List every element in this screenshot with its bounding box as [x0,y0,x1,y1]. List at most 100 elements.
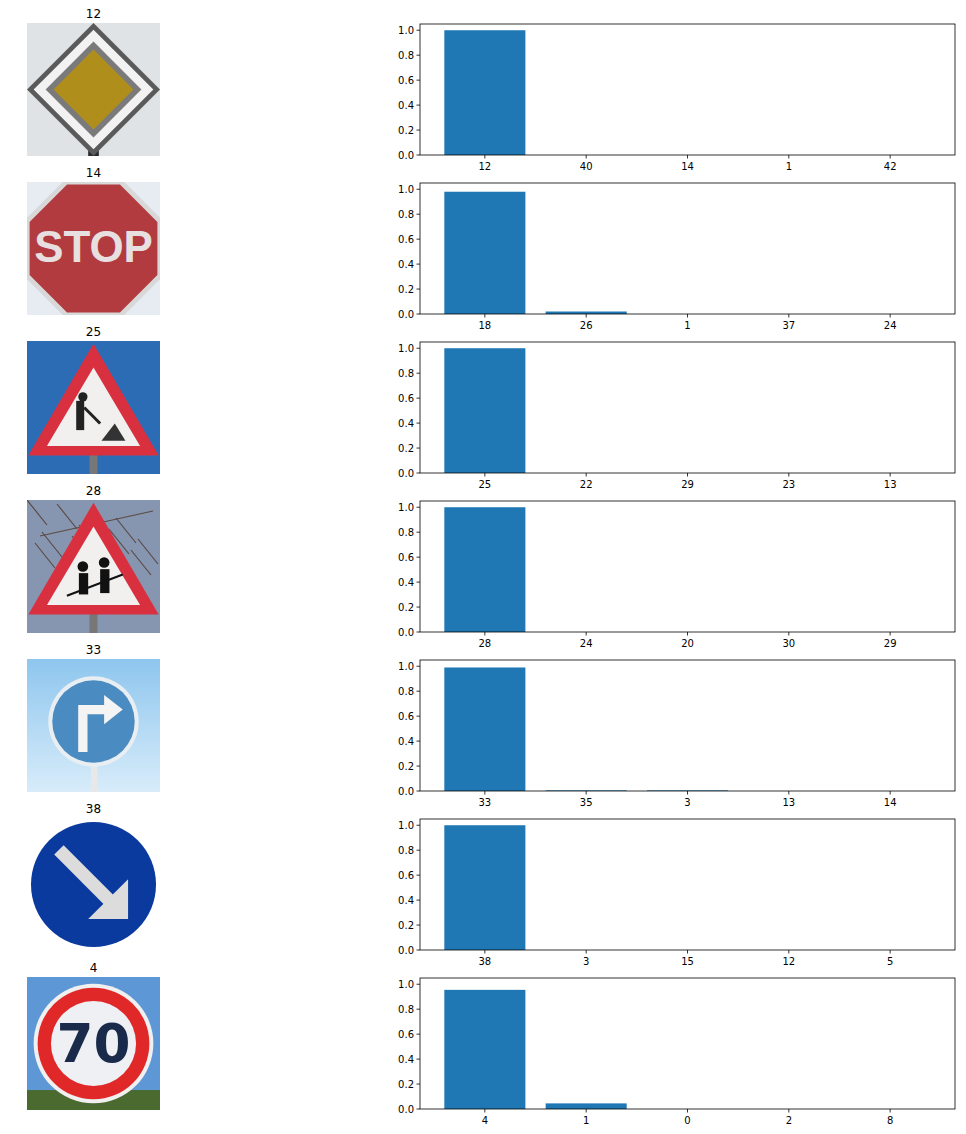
figure-head [78,392,87,401]
y-tick-label: 0.4 [398,577,414,588]
bar [444,667,525,791]
y-tick [417,850,421,851]
x-tick-label: 14 [681,161,694,172]
plot-area [444,30,525,155]
y-tick [417,398,421,399]
y-tick [417,348,421,349]
x-tick-label: 2 [786,1115,792,1126]
sign-post [90,454,98,474]
y-tick [417,607,421,608]
y-tick-label: 0.2 [398,125,414,136]
y-tick [417,289,421,290]
x-tick-label: 33 [478,797,491,808]
image-content [27,341,160,474]
x-tick-label: 40 [580,161,593,172]
image-content [27,659,160,792]
y-tick [417,30,421,31]
background [0,0,966,1134]
y-tick [417,984,421,985]
y-tick [417,155,421,156]
y-tick [417,189,421,190]
sign-face [47,368,140,446]
x-tick [890,950,891,954]
x-tick-label: 18 [478,320,491,331]
x-tick [687,314,688,318]
bar [444,825,525,950]
sign-border [27,182,160,315]
y-tick-label: 0.2 [398,602,414,613]
y-tick [417,423,421,424]
x-tick [687,632,688,636]
x-tick-label: 1 [583,1115,589,1126]
x-tick [687,950,688,954]
x-tick-label: 1 [786,161,792,172]
x-tick [788,950,789,954]
x-tick [788,791,789,795]
bar [444,507,525,632]
y-tick [417,448,421,449]
sign-image [27,500,160,633]
y-tick-label: 0.4 [398,418,414,429]
bar [444,192,525,314]
image-title: 14 [86,166,101,180]
x-tick-label: 29 [884,638,897,649]
y-tick [417,473,421,474]
x-tick-label: 38 [478,956,491,967]
bar [444,348,525,473]
branch [57,504,77,529]
x-tick-label: 5 [887,956,893,967]
axes-frame [420,183,955,314]
sign-face [30,185,158,313]
y-tick-label: 1.0 [398,343,414,354]
figure-limbs [67,574,123,595]
y-tick-label: 0.6 [398,711,414,722]
x-tick [586,1109,587,1113]
photo-bg [27,23,160,156]
x-tick [788,473,789,477]
figure-tool [84,408,100,424]
y-tick-label: 0.0 [398,627,414,638]
x-tick [484,950,485,954]
y-tick [417,130,421,131]
figure-head [78,561,89,572]
x-tick [890,473,891,477]
bar-chart: 0.00.20.40.60.81.0182613724 [398,183,955,331]
x-tick [890,155,891,159]
x-tick [484,473,485,477]
y-tick-label: 0.8 [398,50,414,61]
y-tick [417,80,421,81]
y-tick-label: 0.0 [398,786,414,797]
bar-chart: 0.00.20.40.60.81.02824203029 [398,501,955,649]
sign-border [28,344,158,456]
x-tick-label: 20 [681,638,694,649]
sign-face [52,680,134,762]
x-tick-label: 3 [684,797,690,808]
sign-image [27,23,160,156]
plot-area [444,825,525,950]
bar-chart: 0.00.20.40.60.81.02522292313 [398,342,955,490]
arrow-shaft [83,710,107,753]
y-tick [417,532,421,533]
y-tick-label: 0.8 [398,1004,414,1015]
y-tick [417,239,421,240]
x-tick-label: 8 [887,1115,893,1126]
y-tick-label: 1.0 [398,979,414,990]
figure-pile [101,423,125,440]
arrow-shaft [59,850,110,901]
bar-chart: 0.00.20.40.60.81.038315125 [398,819,955,967]
y-tick [417,507,421,508]
photo-bg [27,341,160,474]
y-tick-label: 0.8 [398,686,414,697]
x-tick-label: 14 [884,797,897,808]
x-tick [586,314,587,318]
y-tick [417,950,421,951]
image-title: 25 [86,325,101,339]
image-content: 70 [27,977,160,1110]
x-tick-label: 42 [884,161,897,172]
image-content: STOP [27,182,160,315]
sign-border [48,676,138,766]
branch [138,539,158,564]
sign-text: 70 [56,1013,130,1075]
y-tick [417,716,421,717]
x-tick [484,791,485,795]
